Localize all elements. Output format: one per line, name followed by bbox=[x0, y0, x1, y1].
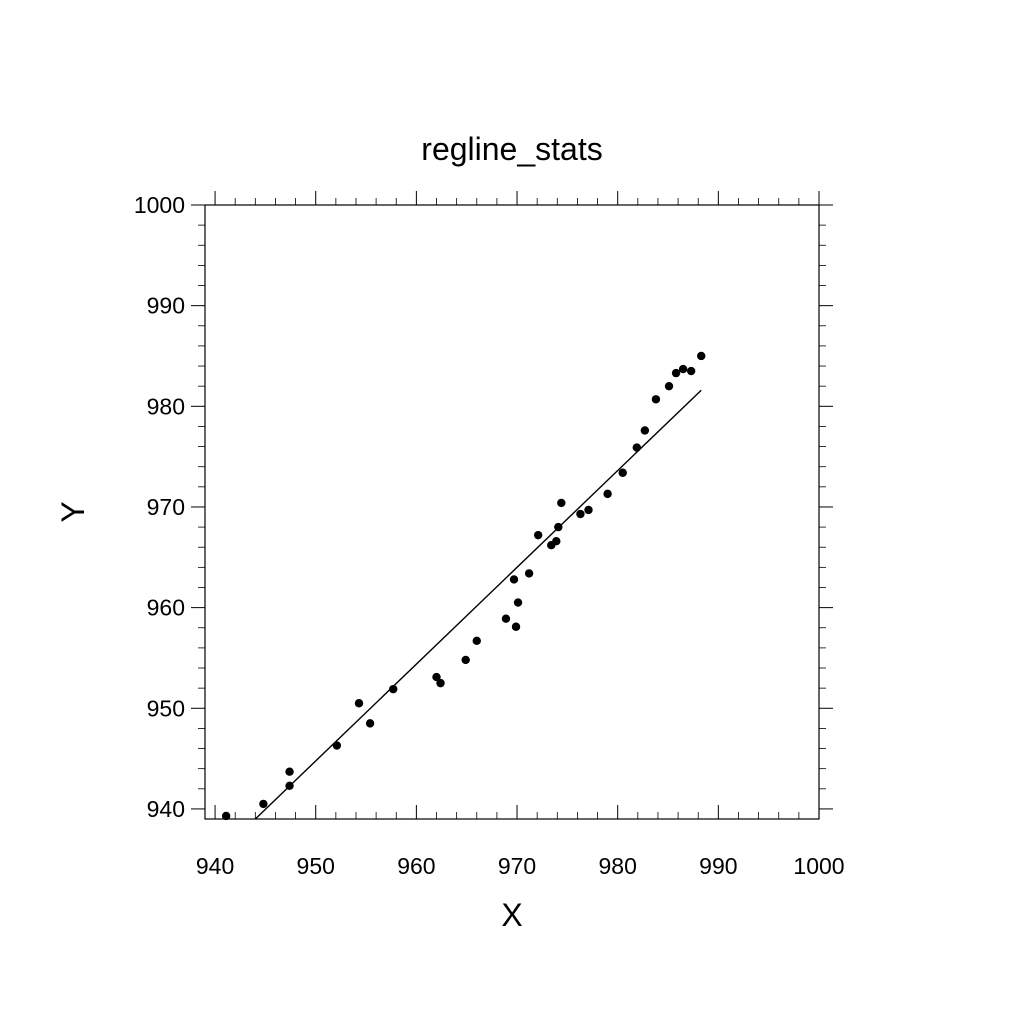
scatter-point bbox=[576, 509, 585, 519]
scatter-point bbox=[618, 468, 627, 477]
x-tick-label: 970 bbox=[498, 853, 536, 879]
x-tick-label: 960 bbox=[397, 853, 435, 879]
scatter-point bbox=[554, 522, 563, 532]
x-tick-label: 1000 bbox=[793, 853, 844, 879]
x-tick-label: 990 bbox=[699, 853, 737, 879]
scatter-point bbox=[552, 536, 561, 546]
scatter-point bbox=[285, 781, 294, 790]
scatter-point bbox=[365, 719, 375, 728]
scatter-point bbox=[651, 395, 661, 404]
y-tick-label: 1000 bbox=[134, 192, 185, 218]
scatter-point bbox=[285, 767, 294, 776]
scatter-point bbox=[686, 366, 696, 376]
scatter-point bbox=[259, 799, 268, 809]
scatter-point bbox=[354, 699, 364, 708]
scatter-point bbox=[603, 489, 612, 499]
y-tick-label: 960 bbox=[147, 595, 185, 621]
plot-frame bbox=[204, 204, 820, 820]
scatter-point bbox=[697, 351, 706, 361]
regression-line-layer bbox=[254, 389, 702, 820]
y-axis-title: Y bbox=[55, 501, 91, 522]
scatter-point bbox=[557, 498, 566, 508]
x-tick-label: 980 bbox=[599, 853, 637, 879]
scatter-point bbox=[472, 636, 481, 646]
scatter-point bbox=[524, 569, 534, 578]
scatter-point bbox=[511, 622, 521, 631]
y-tick-label: 980 bbox=[147, 393, 185, 419]
scatter-point bbox=[436, 678, 445, 688]
y-tick-label: 940 bbox=[147, 796, 185, 822]
scatter-point bbox=[501, 614, 511, 623]
scatter-point bbox=[461, 655, 470, 665]
scatter-point bbox=[632, 443, 642, 452]
scatter-point bbox=[678, 364, 688, 374]
scatter-point bbox=[332, 741, 342, 750]
scatter-point bbox=[221, 811, 231, 821]
scatter-point bbox=[671, 368, 681, 378]
y-tick-label: 970 bbox=[147, 494, 185, 520]
scatter-point bbox=[664, 381, 674, 391]
chart-title: regline_stats bbox=[421, 131, 602, 167]
scatter-point bbox=[432, 672, 441, 682]
y-tick-label: 990 bbox=[147, 293, 185, 319]
tick-marks bbox=[191, 191, 833, 819]
y-tick-label: 950 bbox=[147, 695, 185, 721]
scatter-point bbox=[640, 426, 650, 435]
scatter-point bbox=[389, 684, 398, 694]
x-tick-label: 950 bbox=[297, 853, 335, 879]
regression-line bbox=[254, 389, 702, 820]
scatter-point bbox=[584, 505, 593, 515]
x-axis-title: X bbox=[501, 897, 522, 933]
x-tick-label: 940 bbox=[196, 853, 234, 879]
scatter-point bbox=[513, 598, 523, 607]
scatter-point bbox=[533, 530, 543, 540]
scatter-points bbox=[221, 351, 706, 821]
tick-labels: 940 950 960 970 980 990 1000 940 950 960 970 980 990… bbox=[134, 192, 845, 879]
scatter-point bbox=[509, 575, 519, 584]
